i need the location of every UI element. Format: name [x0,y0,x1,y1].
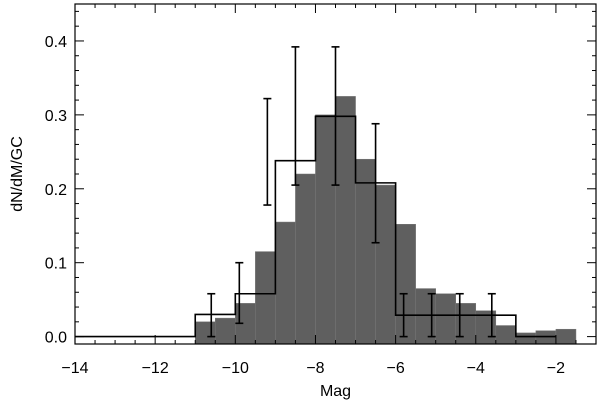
histogram-bar [455,303,477,345]
y-axis-label: dN/dM/GC [9,136,26,212]
error-bar [487,292,496,338]
histogram-bar [275,221,296,345]
histogram-bar [295,173,316,345]
error-bar [263,97,272,206]
error-bar [399,292,408,338]
error-bars [207,46,496,338]
error-bar [207,292,216,338]
histogram-bar [335,96,356,345]
y-tick-label: 0.0 [45,330,67,347]
x-axis-label: Mag [320,383,351,400]
x-tick-label: −12 [142,360,169,377]
histogram-bar [435,293,456,345]
x-tick-label: −14 [61,360,88,377]
histogram-bar [495,325,517,345]
y-tick-label: 0.1 [45,256,67,273]
y-tick-label: 0.3 [45,108,67,125]
error-bar [331,46,340,186]
error-bar [235,261,244,325]
axis-ticks: −14 −12 −10 −8 −6 −4 −2 0.0 0.1 0.2 0.3 0.4 [45,4,597,377]
x-tick-label: −2 [547,360,565,377]
histogram-bar [415,288,436,345]
histogram-bar [515,332,537,345]
error-bar [427,292,436,338]
x-tick-label: −10 [222,360,249,377]
x-tick-label: −8 [306,360,324,377]
histogram-bar [395,224,416,345]
x-tick-label: −6 [386,360,404,377]
error-bar [455,292,464,338]
x-tick-label: −4 [467,360,485,377]
error-bar [371,122,380,244]
step-histogram-line [75,115,556,338]
histogram-bar [375,184,396,345]
y-tick-label: 0.4 [45,34,67,51]
histogram-bar [215,317,236,345]
histogram-bar [255,251,276,345]
step-histogram [75,115,556,338]
histogram-bar [315,114,336,345]
error-bar [291,46,300,186]
filled-histogram [194,96,577,345]
histogram-bar [555,328,577,345]
y-tick-label: 0.2 [45,182,67,199]
histogram-bar [194,321,216,345]
histogram-bar [355,158,376,345]
